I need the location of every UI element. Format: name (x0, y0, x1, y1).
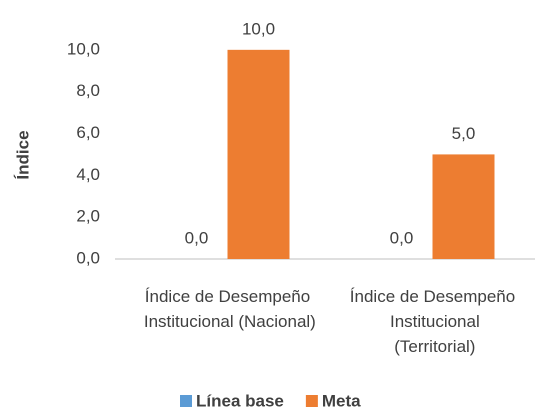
bar (227, 49, 290, 260)
y-tick-label: 0,0 (76, 248, 100, 267)
legend-swatch (180, 395, 192, 407)
data-label: 10,0 (242, 19, 275, 38)
y-axis-label: Índice (13, 130, 32, 179)
legend-label: Meta (322, 391, 361, 410)
y-tick-label: 10,0 (67, 39, 100, 58)
x-tick-label: Índice de Desempeño Institucional (Terri… (350, 287, 515, 356)
data-label: 0,0 (185, 228, 209, 247)
y-tick-label: 8,0 (76, 81, 100, 100)
bar (432, 154, 495, 259)
y-tick-label: 2,0 (76, 207, 100, 226)
x-tick-label: Índice de Desempeño Institucional (Nacio… (139, 287, 316, 331)
legend-label: Línea base (196, 391, 284, 410)
legend-swatch (305, 395, 318, 407)
y-tick-label: 4,0 (76, 165, 100, 184)
data-label: 5,0 (452, 124, 476, 143)
y-tick-label: 6,0 (76, 123, 100, 142)
data-label: 0,0 (390, 228, 414, 247)
